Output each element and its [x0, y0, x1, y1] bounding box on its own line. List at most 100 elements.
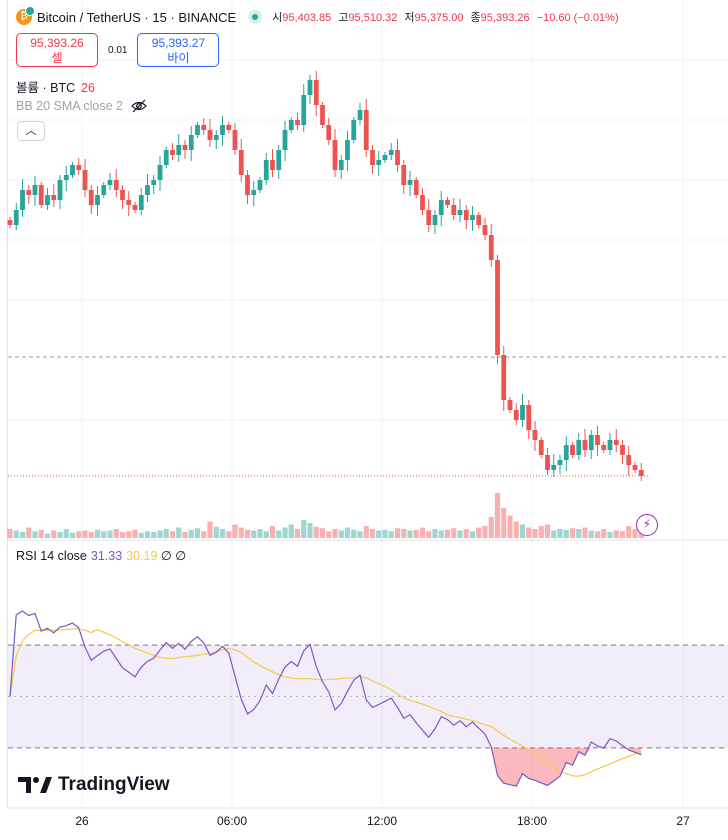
volume-bar: [513, 521, 519, 538]
volume-bar: [288, 524, 294, 538]
candle-body: [201, 125, 207, 130]
tradingview-logo[interactable]: TradingView: [18, 774, 170, 796]
candle-body: [313, 80, 319, 105]
candle-body: [638, 470, 644, 476]
volume-bar: [526, 527, 532, 538]
left-border: [7, 0, 8, 808]
volume-bar: [619, 531, 626, 538]
candle-body: [295, 120, 300, 125]
volume-bar: [326, 531, 332, 538]
volume-bar: [257, 529, 263, 538]
volume-bar: [457, 530, 463, 538]
volume-bar: [76, 531, 82, 538]
spread-value: 0.01: [108, 44, 128, 56]
volume-bar: [476, 527, 482, 538]
sell-button[interactable]: 95,393.26 셀: [16, 33, 98, 67]
volume-bar: [26, 527, 32, 538]
volume-bar: [438, 530, 444, 538]
candle-body: [382, 155, 388, 160]
candle-body: [488, 235, 494, 260]
volume-bar: [101, 531, 107, 538]
volume-bar: [144, 531, 151, 538]
candle-body: [13, 210, 19, 225]
volume-bar: [576, 529, 582, 538]
volume-bar: [638, 532, 644, 538]
candle-body: [151, 180, 157, 185]
buy-button[interactable]: 95,393.27 바이: [137, 33, 220, 67]
ohlc-values: 시95,403.85 고95,510.32 저95,375.00 종95,393…: [272, 12, 619, 24]
candle-body: [407, 180, 413, 185]
volume-bar: [182, 532, 188, 538]
volume-bar: [401, 529, 407, 538]
candle-body: [188, 135, 194, 150]
volume-bar: [563, 529, 569, 538]
candle-body: [470, 215, 475, 220]
change-value: −10.60 (−0.01%): [536, 12, 619, 24]
candle-body: [176, 145, 182, 155]
volume-bar: [251, 530, 257, 538]
volume-bar: [357, 531, 363, 538]
volume-bar: [107, 530, 113, 538]
volume-bar: [451, 528, 457, 538]
candle-body: [282, 130, 288, 150]
symbol-title[interactable]: Bitcoin / TetherUS · 15 · BINANCE: [37, 9, 237, 25]
volume-bar: [338, 530, 344, 538]
candle-body: [307, 80, 313, 95]
volume-bar: [94, 529, 101, 538]
volume-bar: [7, 529, 13, 538]
candle-body: [107, 180, 113, 185]
candle-body: [207, 130, 213, 140]
volume-bar: [176, 527, 182, 538]
volume-bar: [126, 531, 132, 538]
candle-body: [601, 445, 607, 450]
candle-body: [507, 400, 513, 410]
volume-bar: [63, 529, 69, 538]
candle-body: [501, 355, 507, 400]
candle-body: [388, 150, 394, 155]
candle-body: [232, 130, 238, 150]
eye-hidden-icon[interactable]: [131, 99, 147, 113]
candle-body: [457, 210, 463, 215]
candle-body: [195, 125, 200, 135]
rsi-legend[interactable]: RSI 14 close 31.33 30.19 ∅ ∅: [16, 549, 187, 563]
volume-bar: [194, 528, 201, 538]
collapse-legend-button[interactable]: ︿: [17, 121, 45, 141]
volume-bar: [488, 517, 494, 538]
candle-body: [76, 165, 82, 170]
high-value: 95,510.32: [348, 12, 398, 24]
x-axis-label: 27: [676, 814, 690, 828]
lightning-icon[interactable]: ⚡: [636, 514, 658, 536]
volume-bar: [19, 532, 26, 538]
candle-body: [432, 215, 438, 225]
candle-body: [213, 135, 219, 140]
volume-bar: [219, 529, 226, 538]
candle-body: [101, 185, 107, 195]
volume-bar: [44, 533, 51, 538]
volume-bar: [344, 527, 351, 538]
volume-bar: [282, 527, 288, 538]
volume-bar: [632, 529, 638, 538]
volume-bar: [151, 532, 157, 538]
candle-body: [238, 150, 244, 175]
candle-body: [351, 120, 357, 140]
volume-bar: [313, 526, 319, 538]
volume-bar: [444, 529, 451, 538]
volume-bar: [213, 526, 219, 538]
volume-bar: [482, 526, 488, 538]
volume-legend[interactable]: 볼륨 · BTC 26: [16, 81, 96, 95]
volume-bar: [501, 508, 507, 538]
volume-bar: [463, 529, 469, 538]
candle-body: [363, 110, 369, 150]
candle-body: [257, 180, 263, 190]
bb-legend[interactable]: BB 20 SMA close 2: [16, 99, 147, 113]
rsi-line: [9, 610, 642, 787]
candle-body: [588, 435, 594, 450]
candle-body: [332, 140, 338, 170]
candle-body: [51, 195, 57, 200]
volume-bar: [113, 529, 119, 538]
candle-body: [132, 205, 138, 210]
candle-body: [57, 180, 63, 200]
low-value: 95,375.00: [414, 12, 464, 24]
candle-body: [463, 210, 469, 220]
